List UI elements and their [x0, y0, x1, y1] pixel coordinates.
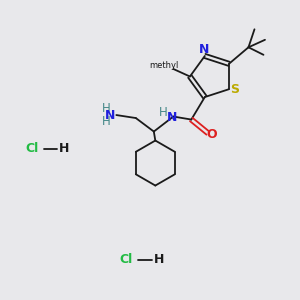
Text: H: H — [101, 102, 110, 115]
Text: Cl: Cl — [119, 253, 133, 266]
Text: H: H — [101, 115, 110, 128]
Text: N: N — [167, 111, 177, 124]
Text: Cl: Cl — [25, 142, 38, 155]
Text: O: O — [206, 128, 217, 141]
Text: H: H — [154, 253, 164, 266]
Text: S: S — [230, 83, 239, 96]
Text: H: H — [59, 142, 70, 155]
Text: N: N — [105, 109, 116, 122]
Text: H: H — [159, 106, 168, 119]
Text: methyl: methyl — [150, 61, 179, 70]
Text: N: N — [199, 44, 209, 56]
